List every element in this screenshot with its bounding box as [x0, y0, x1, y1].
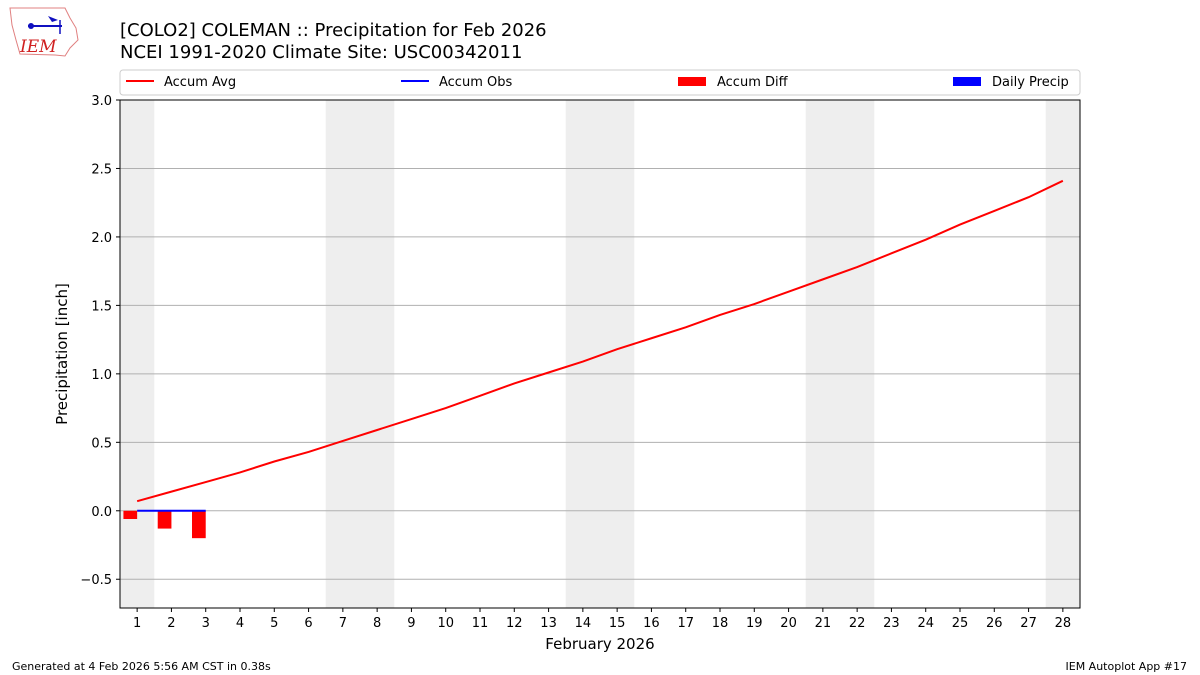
y-tick-label: 0.5 [91, 436, 112, 451]
legend-label: Accum Diff [717, 75, 789, 90]
x-tick-label: 23 [883, 616, 900, 631]
legend-label: Daily Precip [992, 75, 1069, 90]
x-tick-label: 10 [437, 616, 454, 631]
bar-accum-diff [123, 510, 138, 519]
x-tick-label: 11 [472, 616, 489, 631]
y-tick-label: 1.5 [91, 299, 112, 314]
legend-label: Accum Obs [439, 75, 512, 90]
weekend-shade [360, 100, 395, 608]
x-tick-label: 25 [952, 616, 969, 631]
weekend-shade [840, 100, 875, 608]
plot-frame [119, 99, 1081, 609]
weekend-shade [805, 100, 840, 608]
bar-accum-diff [157, 510, 172, 529]
legend: Accum Avg Accum Obs Accum Diff Daily Pre… [119, 69, 1081, 96]
legend-label: Accum Avg [164, 75, 236, 90]
bar-accum-diff [192, 510, 206, 539]
x-tick-label: 7 [339, 616, 347, 631]
weekend-shade [325, 100, 360, 608]
x-tick-label: 16 [643, 616, 660, 631]
x-tick-label: 4 [236, 616, 244, 631]
x-tick-label: 12 [506, 616, 523, 631]
x-tick-label: 19 [746, 616, 763, 631]
logo-text: IEM [19, 37, 57, 57]
y-tick-label: 2.5 [91, 162, 112, 177]
y-tick-label: 2.0 [91, 231, 112, 246]
y-tick-label: 3.0 [91, 94, 112, 109]
y-axis-label: Precipitation [inch] [53, 283, 71, 425]
x-tick-label: 8 [373, 616, 381, 631]
x-tick-label: 5 [270, 616, 278, 631]
x-tick-label: 22 [849, 616, 866, 631]
x-tick-label: 2 [167, 616, 175, 631]
weekend-shade [1045, 100, 1080, 608]
legend-swatch-daily-precip [953, 77, 981, 86]
x-tick-label: 17 [677, 616, 694, 631]
weekend-shade [565, 100, 600, 608]
x-tick-label: 3 [202, 616, 210, 631]
x-tick-label: 14 [575, 616, 592, 631]
x-axis-label: February 2026 [545, 635, 654, 653]
x-tick-label: 6 [304, 616, 312, 631]
x-tick-label: 1 [133, 616, 141, 631]
x-tick-label: 15 [609, 616, 626, 631]
chart-subtitle: NCEI 1991-2020 Climate Site: USC00342011 [120, 42, 522, 63]
chart-title: [COLO2] COLEMAN :: Precipitation for Feb… [120, 20, 547, 41]
line-accum-avg [136, 179, 1064, 503]
y-tick-label: 0.0 [91, 505, 112, 520]
x-tick-label: 18 [712, 616, 729, 631]
y-tick-label: 1.0 [91, 368, 112, 383]
x-tick-label: 26 [986, 616, 1003, 631]
footer-app: IEM Autoplot App #17 [1065, 660, 1188, 673]
x-tick-label: 13 [540, 616, 557, 631]
x-tick-label: 28 [1055, 616, 1072, 631]
x-tick-label: 27 [1020, 616, 1037, 631]
y-tick-label: −0.5 [80, 573, 112, 588]
x-tick-label: 24 [917, 616, 934, 631]
x-tick-label: 21 [815, 616, 832, 631]
legend-swatch-accum-diff [678, 77, 706, 86]
plot-area: −0.50.00.51.01.52.02.53.01 2 3 4 5 6 7 8 9 10 11 12… [80, 94, 1081, 631]
x-tick-label: 9 [407, 616, 415, 631]
footer-generated: Generated at 4 Feb 2026 5:56 AM CST in 0… [12, 660, 271, 673]
iem-logo: IEM [9, 7, 79, 57]
x-tick-label: 20 [780, 616, 797, 631]
weekend-shade [120, 100, 155, 608]
